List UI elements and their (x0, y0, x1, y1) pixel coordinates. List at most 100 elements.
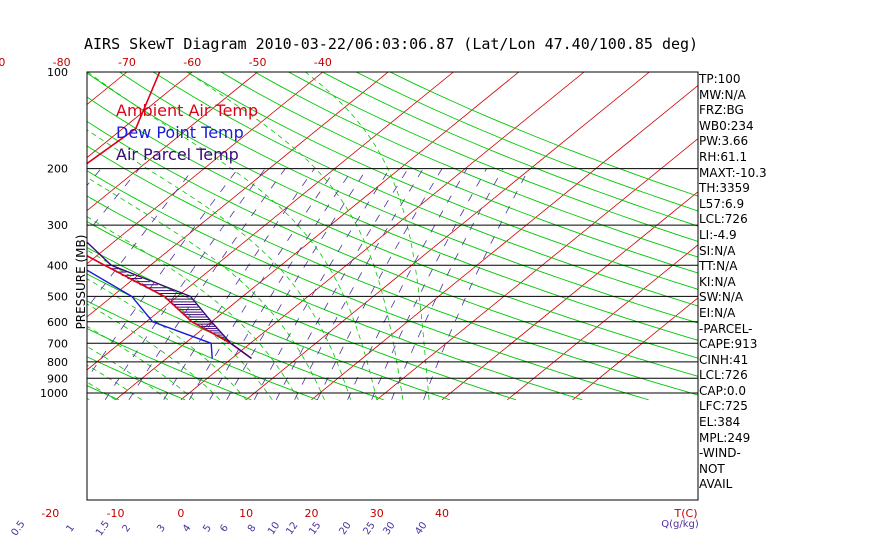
mixing-ratio-tick-label: 12 (284, 520, 300, 537)
pressure-tick-label: 600 (47, 316, 68, 329)
pressure-tick-label: 200 (47, 163, 68, 176)
bottom-temp-tick-label: 10 (239, 507, 253, 520)
dry-adiabat-line (87, 72, 698, 341)
stat-tt: TT:N/A (699, 259, 738, 274)
stat-cap: CAP:0.0 (699, 383, 746, 398)
pressure-tick-label: 1000 (40, 387, 68, 400)
dry-adiabat-line (87, 328, 252, 401)
dry-adiabat-line (87, 145, 698, 396)
isotherm-line (115, 72, 520, 401)
sounding-series (87, 72, 252, 360)
stat-wind-header: -WIND- (699, 446, 741, 461)
top-temp-tick-label: -60 (183, 56, 201, 69)
pressure-tick-label: 800 (47, 356, 68, 369)
dry-adiabat-line (153, 72, 698, 307)
pressure-tick-label: 400 (47, 259, 68, 272)
mixing-ratio-line (294, 168, 424, 400)
dewpoint-series-line (87, 269, 213, 359)
isotherm-line (180, 72, 585, 401)
stat-si: SI:N/A (699, 243, 736, 258)
plot-border (86, 71, 699, 501)
stat-mpl: MPL:249 (699, 430, 751, 445)
moist-adiabat-line (87, 364, 142, 401)
mixing-ratio-tick-label: 40 (413, 520, 429, 537)
mixing-ratio-tick-label: 1.5 (94, 519, 112, 538)
stat-rh: RH:61.1 (699, 149, 748, 164)
dry-adiabat-line (87, 120, 698, 377)
bottom-temp-tick-label: 40 (435, 507, 449, 520)
stat-lcl: LCL:726 (699, 212, 748, 227)
pressure-tick-label: 300 (47, 219, 68, 232)
top-temp-tick-label: -80 (53, 56, 71, 69)
mixing-ratio-unit-label: Q(g/kg) (661, 519, 699, 530)
mixing-ratio-tick-label: 1 (64, 523, 77, 535)
stat-th: TH:3359 (699, 181, 750, 196)
dry-adiabat-line (87, 300, 318, 401)
mixing-ratio-line (423, 168, 530, 400)
top-temp-tick-label: -50 (249, 56, 267, 69)
mixing-ratio-line (87, 168, 140, 234)
dry-adiabat-line (288, 72, 698, 242)
stat-el: EL:384 (699, 415, 741, 430)
mixing-ratio-tick-label: 15 (307, 520, 323, 537)
top-temp-tick-label: -70 (118, 56, 136, 69)
moist-adiabat-line (87, 346, 169, 401)
moist-adiabat-line (87, 129, 351, 400)
mixing-ratio-line (104, 168, 266, 401)
mixing-ratio-tick-label: 3 (155, 523, 168, 535)
mixing-ratio-tick-label: 20 (337, 520, 353, 537)
moist-adiabat-line (87, 176, 325, 400)
mixing-ratio-tick-label: 0.5 (9, 519, 27, 538)
legend-air-parcel-temp: Air Parcel Temp (116, 145, 239, 164)
bottom-temp-tick-label: -20 (41, 507, 59, 520)
stat-sw: SW:N/A (699, 290, 744, 305)
pressure-tick-label: 900 (47, 372, 68, 385)
mixing-ratio-tick-label: 2 (121, 523, 134, 535)
stat-mw: MW:N/A (699, 87, 746, 102)
mixing-ratio-tick-label: 5 (201, 523, 214, 535)
bottom-temp-tick-label: 30 (370, 507, 384, 520)
mixing-ratio-line (391, 168, 504, 400)
bottom-temp-tick-label: -10 (107, 507, 125, 520)
mixing-ratio-line (347, 168, 468, 400)
y-axis-label: PRESSURE (MB) (74, 234, 88, 330)
moist-adiabat-line (87, 278, 247, 401)
pressure-tick-label: 500 (47, 290, 68, 303)
mixing-ratio-tick-label: 8 (246, 523, 259, 535)
dry-adiabat-line (389, 72, 698, 197)
x-axis-unit-label: T(C) (674, 507, 698, 520)
mixing-ratio-tick-label: 30 (381, 520, 397, 537)
moist-adiabat-line (305, 72, 430, 400)
cape-hatch-region (104, 264, 229, 342)
moist-adiabat-line (0, 72, 63, 400)
legend-ambient-air-temp: Ambient Air Temp (116, 101, 259, 120)
mixing-ratio-line (87, 168, 239, 380)
dry-adiabat-line (87, 247, 451, 401)
sounding-stats-panel: TP:100 MW:N/A FRZ:BG WB0:234 PW:3.66 RH:… (699, 72, 767, 493)
mixing-ratio-line (253, 168, 391, 400)
stat-cinh: CINH:41 (699, 352, 749, 367)
stat-lfc: LFC:725 (699, 399, 748, 414)
dry-adiabat-line (87, 385, 119, 401)
parcel-series-line (87, 241, 252, 359)
axis-tick-labels: 1002003004005006007008009001000-120-110-… (0, 56, 699, 538)
dry-adiabat-line (87, 195, 583, 401)
dry-adiabat-line (87, 221, 517, 401)
stat-cape: CAPE:913 (699, 337, 758, 352)
isotherm-line (572, 297, 698, 401)
ambient-series-line (87, 72, 252, 360)
moist-adiabat-line (0, 72, 37, 400)
moist-adiabat-lines (0, 72, 430, 401)
mixing-ratio-line (275, 168, 409, 400)
moist-adiabat-line (87, 72, 378, 400)
isotherm-line (441, 191, 698, 401)
isotherm-line (87, 72, 389, 318)
dry-adiabat-line (0, 72, 53, 400)
bottom-temp-tick-label: 20 (304, 507, 318, 520)
mixing-ratio-line (87, 168, 195, 309)
stat-parcel-header: -PARCEL- (699, 321, 753, 336)
isotherm-line (376, 138, 698, 401)
isotherm-line (87, 72, 258, 212)
plot-frame (86, 71, 699, 501)
stat-wb0: WB0:234 (699, 118, 754, 133)
